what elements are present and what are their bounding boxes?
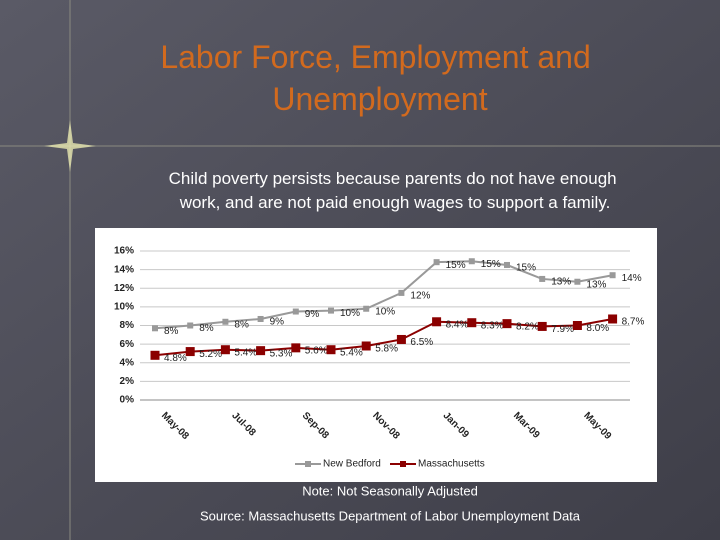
subtitle: Child poverty persists because parents d… (169, 169, 622, 212)
y-tick-label: 16% (114, 246, 134, 257)
data-label: 8.3% (481, 320, 504, 331)
data-label: 9% (305, 309, 320, 320)
data-label: 14% (622, 273, 642, 284)
point-marker (328, 307, 334, 314)
point-marker (608, 314, 618, 324)
data-label: 8% (234, 319, 249, 330)
data-label: 10% (375, 306, 395, 317)
title: Labor Force, Employment and Unemployment (160, 39, 599, 117)
point-marker (502, 319, 512, 329)
point-marker (222, 318, 229, 325)
data-label: 6.5% (410, 337, 433, 348)
data-label: 8% (164, 326, 179, 337)
legend-label: New Bedford (323, 459, 381, 470)
data-label: 10% (340, 308, 360, 319)
point-marker (361, 341, 371, 351)
note: Note: Not Seasonally Adjusted (302, 483, 478, 498)
data-label: 5.4% (340, 347, 363, 358)
data-label: 5.2% (199, 349, 222, 360)
data-label: 9% (270, 317, 285, 328)
y-tick-label: 12% (114, 283, 134, 294)
point-marker (396, 334, 406, 344)
data-label: 12% (410, 291, 430, 302)
point-marker (504, 261, 510, 268)
point-marker (152, 325, 158, 332)
series-line (154, 260, 613, 330)
point-marker (150, 350, 160, 360)
data-label: 8% (199, 323, 214, 334)
data-label: 5.4% (234, 347, 257, 358)
legend-marker (305, 461, 311, 467)
point-marker (256, 346, 266, 356)
legend-marker (400, 461, 406, 467)
data-label: 7.9% (551, 324, 574, 335)
point-marker (291, 343, 301, 353)
point-marker (363, 305, 370, 312)
y-tick-label: 6% (120, 339, 135, 350)
point-marker (432, 317, 442, 327)
data-label: 15% (516, 263, 536, 274)
point-marker (572, 321, 582, 330)
point-marker (609, 272, 616, 279)
point-marker (257, 315, 264, 322)
data-label: 13% (551, 277, 571, 288)
data-label: 15% (446, 260, 466, 271)
point-marker (185, 347, 195, 357)
data-label: 8.2% (516, 321, 539, 332)
sparkle (44, 120, 96, 172)
point-marker (467, 318, 477, 328)
data-label: 5.6% (305, 345, 328, 356)
point-marker (537, 321, 547, 331)
series-line (154, 317, 613, 357)
data-label: 5.8% (375, 344, 398, 355)
y-tick-label: 2% (120, 376, 135, 387)
point-marker (187, 322, 194, 329)
source: Source: Massachusetts Department of Labo… (200, 508, 581, 523)
legend-label: Massachusetts (418, 459, 485, 470)
point-marker (398, 289, 405, 296)
y-tick-label: 8% (120, 320, 135, 331)
data-label: 5.3% (270, 348, 293, 359)
point-marker (220, 345, 230, 355)
point-marker (468, 258, 475, 265)
data-label: 4.8% (164, 353, 187, 364)
point-marker (539, 275, 546, 282)
point-marker (433, 259, 440, 266)
point-marker (292, 308, 299, 315)
point-marker (326, 345, 336, 355)
data-label: 8.7% (622, 317, 645, 328)
y-tick-label: 4% (120, 357, 135, 368)
data-label: 8.0% (586, 323, 609, 334)
data-label: 13% (586, 279, 606, 290)
y-tick-label: 10% (114, 302, 134, 313)
y-tick-label: 14% (114, 264, 134, 275)
point-marker (574, 278, 581, 285)
data-label: 8.4% (446, 319, 469, 330)
data-label: 15% (481, 259, 501, 270)
y-tick-label: 0% (120, 395, 135, 406)
